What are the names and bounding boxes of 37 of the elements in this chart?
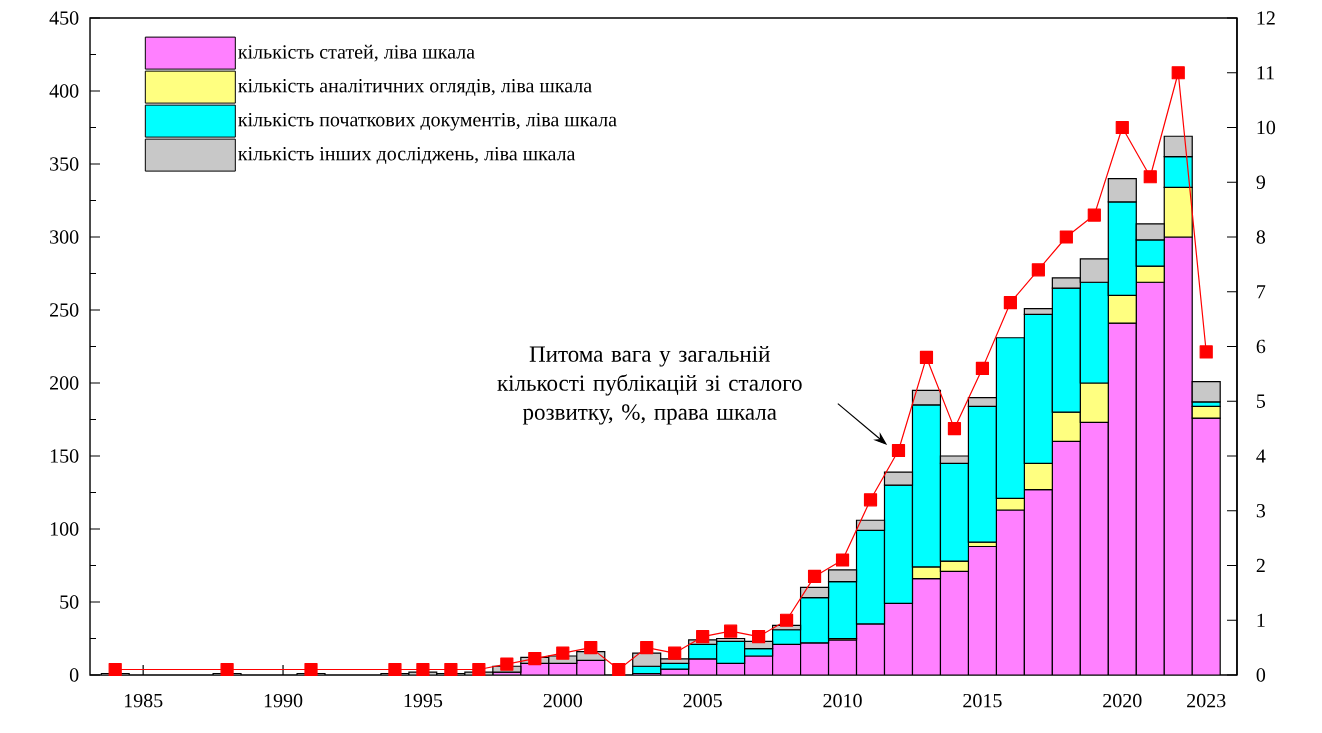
y2-tick-label: 7 (1257, 285, 1266, 299)
y-tick-label: 350 (50, 157, 79, 171)
x-tick-label: 1990 (264, 693, 303, 708)
y2-tick-label: 0 (1256, 668, 1266, 682)
x-tick-label: 2000 (543, 693, 583, 708)
x-tick-label: 2010 (823, 693, 862, 708)
x-tick-label: 1995 (404, 693, 443, 708)
legend-label: кількість статей, ліва шкала (238, 44, 475, 62)
y2-tick-label: 11 (1257, 66, 1274, 80)
y2-tick-label: 1 (1257, 613, 1265, 627)
y2-tick-label: 10 (1257, 120, 1276, 135)
y2-tick-label: 6 (1256, 339, 1266, 354)
y-tick-label: 150 (50, 449, 79, 463)
x-tick-label: 1985 (124, 693, 163, 708)
y-tick-label: 450 (49, 11, 79, 25)
legend-label: кількість початкових документів, ліва шкала (238, 113, 617, 131)
y-tick-label: 300 (50, 230, 79, 244)
x-tick-label: 2023 (1187, 693, 1226, 708)
y-tick-label: 50 (60, 595, 79, 609)
legend-label: кількість інших досліджень, ліва шкала (238, 147, 576, 165)
y2-tick-label: 8 (1256, 230, 1266, 244)
y-tick-label: 250 (50, 303, 79, 317)
annotation: Питома вага у загальній кількості публікацій зі сталого розвитку, %, права шкала (497, 345, 802, 425)
y2-tick-label: 2 (1256, 558, 1265, 573)
y2-tick-label: 12 (1257, 11, 1275, 25)
legend-label: кількість аналітичних оглядів, ліва шкала (238, 79, 592, 97)
x-tick-label: 2020 (1103, 693, 1142, 708)
y2-tick-label: 5 (1257, 394, 1266, 408)
y-tick-label: 0 (69, 668, 79, 682)
y2-tick-label: 9 (1256, 175, 1266, 189)
y-tick-label: 400 (49, 84, 79, 98)
y-tick-label: 200 (50, 376, 79, 390)
x-tick-label: 2015 (963, 693, 1002, 708)
y2-tick-label: 3 (1256, 504, 1266, 518)
y2-tick-label: 4 (1256, 449, 1266, 463)
x-tick-label: 2005 (683, 693, 722, 708)
y-tick-label: 100 (50, 522, 79, 536)
